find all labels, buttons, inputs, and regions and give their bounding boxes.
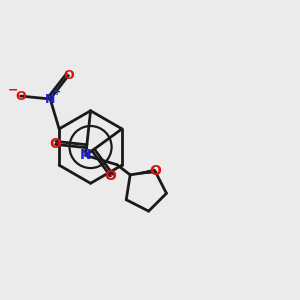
- Text: O: O: [149, 164, 161, 178]
- Text: O: O: [104, 169, 116, 183]
- Text: O: O: [63, 69, 74, 82]
- Text: O: O: [15, 89, 26, 103]
- Text: −: −: [8, 83, 18, 96]
- Text: O: O: [50, 137, 61, 152]
- Polygon shape: [130, 169, 155, 175]
- Text: +: +: [53, 88, 61, 98]
- Text: N: N: [45, 92, 56, 106]
- Text: N: N: [80, 148, 92, 162]
